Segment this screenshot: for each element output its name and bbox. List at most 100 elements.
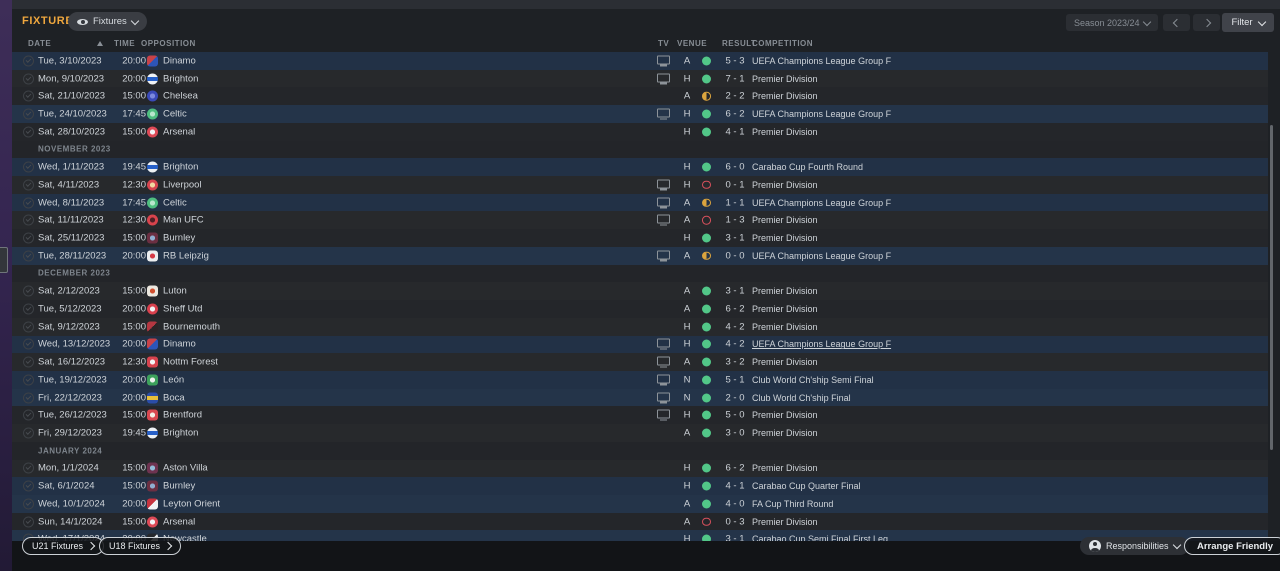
club-badge-icon bbox=[147, 427, 158, 439]
fixture-row[interactable]: Tue, 24/10/2023 17:45 Celtic H 6 - 2 UEFA Cha… bbox=[12, 105, 1268, 123]
opposition-name[interactable]: Brentford bbox=[163, 409, 203, 421]
fixture-row[interactable]: Wed, 8/11/2023 17:45 Celtic A 1 - 1 UEFA Cham… bbox=[12, 193, 1268, 212]
competition-name[interactable]: Premier Division bbox=[752, 463, 818, 474]
u18-fixtures-button[interactable]: U18 Fixtures bbox=[99, 537, 182, 555]
responsibilities-button[interactable]: Responsibilities bbox=[1080, 537, 1189, 555]
opposition-name[interactable]: Sheff Utd bbox=[163, 303, 203, 315]
competition-name[interactable]: Club World Ch'ship Final bbox=[752, 392, 851, 403]
competition-name[interactable]: Premier Division bbox=[752, 427, 818, 438]
opposition-name[interactable]: Boca bbox=[163, 392, 185, 404]
fixture-row[interactable]: Sat, 25/11/2023 15:00 Burnley H 3 - 1 Premier… bbox=[12, 229, 1268, 247]
opposition-name[interactable]: Leyton Orient bbox=[163, 498, 221, 510]
opposition-name[interactable]: Brighton bbox=[163, 427, 199, 439]
column-header-competition[interactable]: COMPETITION bbox=[752, 39, 814, 48]
opposition-name[interactable]: Man UFC bbox=[163, 214, 204, 226]
competition-name[interactable]: UEFA Champions League Group F bbox=[752, 339, 892, 350]
fixture-row[interactable]: Sat, 4/11/2023 12:30 Liverpool H 0 - 1 Premie… bbox=[12, 176, 1268, 194]
fixture-row[interactable]: Fri, 22/12/2023 20:00 Boca N 2 - 0 Club World… bbox=[12, 388, 1268, 407]
fixture-row[interactable]: Fri, 29/12/2023 19:45 Brighton A 3 - 0 Premie… bbox=[12, 424, 1268, 442]
competition-name[interactable]: Premier Division bbox=[752, 179, 818, 190]
scrollbar[interactable] bbox=[1270, 125, 1273, 450]
fixture-row[interactable]: Wed, 1/11/2023 19:45 Brighton H 6 - 0 Carabao… bbox=[12, 158, 1268, 177]
competition-name[interactable]: FA Cup Third Round bbox=[752, 498, 834, 509]
opposition-name[interactable]: Brighton bbox=[163, 73, 199, 85]
opposition-name[interactable]: Celtic bbox=[163, 197, 187, 209]
fixture-row[interactable]: Sat, 2/12/2023 15:00 Luton A 3 - 1 Premier Di… bbox=[12, 282, 1268, 301]
opposition-name[interactable]: Newcastle bbox=[163, 533, 207, 541]
competition-name[interactable]: Premier Division bbox=[752, 410, 818, 421]
fixture-row[interactable]: Tue, 26/12/2023 15:00 Brentford H 5 - 0 Premi… bbox=[12, 406, 1268, 425]
fixture-row[interactable]: Sat, 11/11/2023 12:30 Man UFC A 1 - 3 Premier… bbox=[12, 211, 1268, 230]
competition-name[interactable]: Carabao Cup Quarter Final bbox=[752, 481, 861, 492]
opposition-name[interactable]: Aston Villa bbox=[163, 462, 208, 474]
fixture-row[interactable]: Mon, 9/10/2023 20:00 Brighton H 7 - 1 Premier… bbox=[12, 69, 1268, 88]
competition-name[interactable]: Carabao Cup Semi Final First Leg bbox=[752, 534, 889, 541]
competition-name[interactable]: Premier Division bbox=[752, 73, 818, 84]
match-check-icon bbox=[23, 498, 34, 510]
column-header-time[interactable]: TIME bbox=[114, 39, 136, 48]
competition-name[interactable]: Premier Division bbox=[752, 286, 818, 297]
sidebar-handle[interactable] bbox=[0, 247, 8, 273]
competition-name[interactable]: Premier Division bbox=[752, 321, 818, 332]
next-season-button[interactable] bbox=[1193, 14, 1220, 31]
competition-name[interactable]: Premier Division bbox=[752, 126, 818, 137]
u21-fixtures-button[interactable]: U21 Fixtures bbox=[22, 537, 105, 555]
opposition-name[interactable]: RB Leipzig bbox=[163, 250, 209, 262]
fixture-row[interactable]: Wed, 10/1/2024 20:00 Leyton Orient A 4 - 0 FA… bbox=[12, 494, 1268, 513]
arrange-friendly-button[interactable]: Arrange Friendly bbox=[1184, 537, 1280, 555]
competition-name[interactable]: Premier Division bbox=[752, 91, 818, 102]
fixture-row[interactable]: Sun, 14/1/2024 15:00 Arsenal A 0 - 3 Premier … bbox=[12, 512, 1268, 531]
club-badge-icon bbox=[147, 356, 158, 368]
fixture-row[interactable]: Tue, 19/12/2023 20:00 León N 5 - 1 Club World… bbox=[12, 370, 1268, 389]
filter-button[interactable]: Filter bbox=[1222, 13, 1274, 32]
fixture-row[interactable]: Sat, 21/10/2023 15:00 Chelsea A 2 - 2 Premier… bbox=[12, 87, 1268, 106]
fixture-row[interactable]: Sat, 28/10/2023 15:00 Arsenal H 4 - 1 Premier… bbox=[12, 122, 1268, 141]
competition-name[interactable]: UEFA Champions League Group F bbox=[752, 109, 892, 120]
fixture-row[interactable]: Tue, 5/12/2023 20:00 Sheff Utd A 6 - 2 Premie… bbox=[12, 300, 1268, 318]
opposition-name[interactable]: Dinamo bbox=[163, 338, 196, 350]
venue-flag: H bbox=[683, 321, 691, 333]
opposition-name[interactable]: León bbox=[163, 374, 185, 386]
opposition-name[interactable]: Luton bbox=[163, 285, 187, 297]
prev-season-button[interactable] bbox=[1163, 14, 1190, 31]
column-header-date[interactable]: DATE bbox=[28, 39, 52, 48]
column-header-result[interactable]: RESULT bbox=[722, 39, 757, 48]
competition-name[interactable]: Premier Division bbox=[752, 215, 818, 226]
opposition-name[interactable]: Arsenal bbox=[163, 126, 196, 138]
season-selector-label: Season 2023/24 bbox=[1074, 17, 1140, 28]
competition-name[interactable]: Carabao Cup Fourth Round bbox=[752, 162, 864, 173]
opposition-name[interactable]: Nottm Forest bbox=[163, 356, 218, 368]
opposition-name[interactable]: Celtic bbox=[163, 108, 187, 120]
column-header-venue[interactable]: VENUE bbox=[677, 39, 708, 48]
column-header-tv[interactable]: TV bbox=[658, 39, 670, 48]
fixture-row[interactable]: Tue, 28/11/2023 20:00 RB Leipzig A 0 - 0 UEFA… bbox=[12, 246, 1268, 265]
opposition-name[interactable]: Chelsea bbox=[163, 90, 198, 102]
opposition-name[interactable]: Brighton bbox=[163, 161, 199, 173]
competition-name[interactable]: Premier Division bbox=[752, 233, 818, 244]
competition-name[interactable]: Premier Division bbox=[752, 303, 818, 314]
match-score: 3 - 1 bbox=[725, 232, 745, 244]
fixture-row[interactable]: Mon, 1/1/2024 15:00 Aston Villa H 6 - 2 Premi… bbox=[12, 459, 1268, 478]
opposition-name[interactable]: Liverpool bbox=[163, 179, 202, 191]
competition-name[interactable]: UEFA Champions League Group F bbox=[752, 197, 892, 208]
competition-name[interactable]: Premier Division bbox=[752, 357, 818, 368]
fixture-row[interactable]: Sat, 9/12/2023 15:00 Bournemouth H 4 - 2 Prem… bbox=[12, 317, 1268, 336]
opposition-name[interactable]: Burnley bbox=[163, 480, 196, 492]
column-header-opposition[interactable]: OPPOSITION bbox=[141, 39, 196, 48]
opposition-name[interactable]: Dinamo bbox=[163, 55, 196, 67]
opposition-name[interactable]: Arsenal bbox=[163, 516, 196, 528]
season-selector[interactable]: Season 2023/24 bbox=[1066, 14, 1158, 31]
view-selector[interactable]: Fixtures bbox=[68, 12, 147, 31]
competition-name[interactable]: Club World Ch'ship Semi Final bbox=[752, 374, 874, 385]
fixture-row[interactable]: Wed, 13/12/2023 20:00 Dinamo H 4 - 2 UEFA Cha… bbox=[12, 335, 1268, 354]
opposition-name[interactable]: Bournemouth bbox=[163, 321, 221, 333]
competition-name[interactable]: Premier Division bbox=[752, 516, 818, 527]
opposition-name[interactable]: Burnley bbox=[163, 232, 196, 244]
fixture-time: 20:00 bbox=[122, 303, 146, 315]
fixture-row[interactable]: Sat, 16/12/2023 12:30 Nottm Forest A 3 - 2 Pr… bbox=[12, 353, 1268, 371]
competition-name[interactable]: UEFA Champions League Group F bbox=[752, 250, 892, 261]
competition-name[interactable]: UEFA Champions League Group F bbox=[752, 55, 892, 66]
fixture-row[interactable]: Sat, 6/1/2024 15:00 Burnley H 4 - 1 Carabao C… bbox=[12, 477, 1268, 495]
fixture-row[interactable]: Tue, 3/10/2023 20:00 Dinamo A 5 - 3 UEFA Cham… bbox=[12, 52, 1268, 70]
